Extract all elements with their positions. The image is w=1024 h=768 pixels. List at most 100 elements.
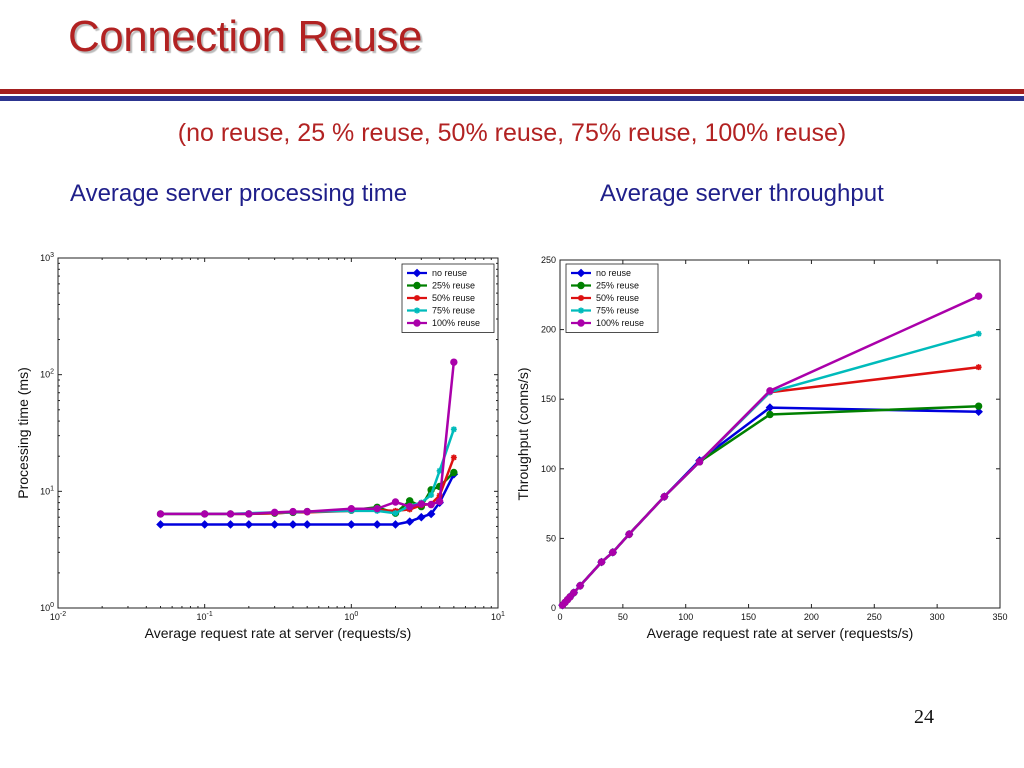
processing-chart-y-tick-exponent: 3 (50, 252, 54, 259)
throughput-chart-legend-marker (577, 281, 585, 290)
processing-chart-y-tick-label: 102 (40, 369, 54, 380)
processing-chart-series-25-reuse-point (450, 468, 458, 477)
processing-chart-legend-label: 25% reuse (432, 281, 475, 291)
processing-chart-x-tick-exponent: -2 (60, 611, 66, 618)
processing-chart-legend-item-50-reuse: 50% reuse (407, 293, 475, 303)
throughput-chart-y-tick-label: 250 (541, 255, 556, 265)
throughput-chart: 0 50 100 150 200 250 300 350 0 50 100 150 200 250 Aver… (515, 255, 1008, 641)
processing-chart-x-tick-label: 10-1 (197, 611, 213, 622)
processing-chart-y-tick-exponent: 0 (50, 602, 54, 609)
slide-subtitle: (no reuse, 25 % reuse, 50% reuse, 75% re… (177, 119, 847, 147)
throughput-chart-series-100-reuse-point (660, 492, 669, 501)
processing-chart-legend-marker (412, 268, 422, 278)
processing-chart-series-75-reuse-point (428, 492, 435, 499)
throughput-chart-legend-item-100-reuse: 100% reuse (571, 318, 644, 328)
processing-chart-series-no-reuse-point (391, 520, 400, 529)
processing-chart-series-no-reuse-point (426, 509, 436, 519)
throughput-chart-series-100-reuse-point (570, 588, 578, 597)
throughput-chart-x-tick-label: 100 (678, 612, 693, 622)
processing-chart-series-no-reuse-point (417, 512, 426, 522)
throughput-chart-series-100-reuse-point (597, 558, 606, 566)
throughput-chart-y-tick-label: 200 (541, 325, 556, 335)
processing-chart-legend-label: 75% reuse (432, 306, 475, 316)
throughput-chart-x-tick-label: 200 (804, 612, 819, 622)
processing-chart-series-no-reuse-point (270, 520, 279, 529)
throughput-chart-x-tick-label: 350 (992, 612, 1007, 622)
throughput-chart-x-tick-label: 50 (618, 612, 628, 622)
throughput-chart-legend-label: 75% reuse (596, 306, 639, 316)
processing-chart-y-tick-label: 101 (40, 485, 54, 496)
throughput-chart-series-100-reuse-point (695, 458, 704, 466)
processing-chart-y-tick-label: 100 (40, 602, 54, 613)
throughput-chart-legend-item-75-reuse: 75% reuse (571, 306, 639, 316)
processing-chart-series-no-reuse-point (372, 520, 382, 529)
slide-title: Connection Reuse (68, 12, 423, 61)
page-number: 24 (914, 706, 934, 728)
processing-chart-series-no-reuse-point (200, 520, 209, 529)
throughput-chart-y-axis-label: Throughput (conns/s) (515, 367, 531, 500)
throughput-chart-legend-marker (578, 307, 584, 314)
throughput-chart-series-100-reuse-point (576, 582, 584, 590)
throughput-chart-legend-item-no-reuse: no reuse (571, 268, 631, 278)
processing-chart-series-100-reuse (156, 358, 458, 518)
throughput-chart-x-tick-label: 0 (557, 612, 562, 622)
processing-chart-legend-label: 100% reuse (432, 318, 480, 328)
throughput-heading: Average server throughput (600, 180, 884, 207)
throughput-chart-series-75-reuse-point (975, 330, 982, 337)
processing-chart-series-100-reuse-point (270, 508, 279, 517)
processing-chart-series-100-reuse-point (373, 504, 381, 513)
processing-chart-legend-item-75-reuse: 75% reuse (407, 306, 475, 316)
processing-chart-legend-label: 50% reuse (432, 293, 475, 303)
throughput-chart-series-25-reuse-point (974, 402, 983, 410)
throughput-chart-series-100-reuse-point (766, 387, 774, 395)
processing-chart-series-100-reuse-point (450, 358, 458, 366)
processing-chart-y-tick-label: 103 (40, 252, 54, 263)
processing-time-heading: Average server processing time (70, 180, 408, 207)
title-rule-red (0, 89, 1024, 94)
throughput-chart-x-tick-label: 150 (741, 612, 756, 622)
processing-chart-series-100-reuse-point (435, 497, 444, 506)
throughput-chart-legend: no reuse 25% reuse 50% reuse 75% reuse 100% … (565, 263, 659, 333)
processing-chart-legend-label: no reuse (432, 268, 467, 278)
processing-chart-legend-marker (413, 319, 421, 327)
processing-chart-series-100-reuse-point (303, 507, 311, 516)
processing-chart-series-100-reuse-point (156, 510, 165, 518)
processing-chart-series-75-reuse-point (392, 510, 399, 517)
processing-chart-y-tick-exponent: 1 (50, 485, 54, 492)
processing-chart-x-tick-label: 100 (344, 611, 358, 622)
throughput-chart-legend-item-25-reuse: 25% reuse (571, 281, 639, 291)
throughput-chart-series-100-reuse-point (609, 548, 617, 557)
throughput-chart-y-tick-label: 100 (541, 464, 556, 474)
processing-chart-y-axis-label: Processing time (ms) (15, 367, 31, 498)
processing-chart-series-100-reuse-point (226, 510, 235, 518)
processing-chart-series-no-reuse-point (226, 520, 235, 529)
processing-chart-y-tick-exponent: 2 (50, 369, 54, 376)
processing-chart-series-100-reuse-point (391, 498, 400, 506)
processing-chart-series-75-reuse-point (436, 467, 443, 474)
throughput-chart-legend-marker (576, 268, 586, 278)
processing-chart-series-75-reuse-point (450, 426, 457, 433)
processing-chart-series-no-reuse-point (302, 520, 312, 529)
processing-chart-legend: no reuse 25% reuse 50% reuse 75% reuse 100% … (401, 263, 495, 333)
throughput-chart-y-tick-label: 0 (551, 603, 556, 613)
processing-chart-legend-marker (414, 295, 420, 301)
throughput-chart-legend-item-50-reuse: 50% reuse (571, 293, 639, 303)
processing-chart-series-no-reuse-point (288, 520, 298, 529)
throughput-chart-legend-label: no reuse (596, 268, 631, 278)
processing-chart-series-100-reuse-point (200, 510, 209, 518)
throughput-chart-legend-label: 50% reuse (596, 293, 639, 303)
throughput-chart-series-25-reuse-point (766, 410, 774, 419)
throughput-chart-y-tick-label: 150 (541, 394, 556, 404)
processing-chart-x-tick-label: 101 (491, 611, 505, 622)
processing-chart-x-tick-label: 10-2 (50, 611, 66, 622)
throughput-chart-legend-label: 25% reuse (596, 281, 639, 291)
processing-chart-series-no-reuse-point (156, 520, 165, 529)
throughput-chart-x-axis-label: Average request rate at server (requests… (647, 625, 914, 641)
title-rule-blue (0, 96, 1024, 101)
throughput-chart-x-tick-label: 300 (930, 612, 945, 622)
throughput-chart-y-tick-label: 50 (546, 533, 556, 543)
processing-chart-x-tick-exponent: -1 (207, 611, 213, 618)
throughput-chart-legend-marker (577, 319, 585, 327)
processing-chart-series-no-reuse-point (405, 517, 415, 526)
